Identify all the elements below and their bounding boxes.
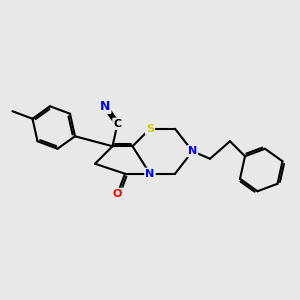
Text: C: C xyxy=(113,119,122,129)
Text: N: N xyxy=(188,146,197,156)
Text: N: N xyxy=(100,100,110,113)
Text: S: S xyxy=(146,124,154,134)
Text: N: N xyxy=(146,169,154,179)
Text: O: O xyxy=(113,189,122,199)
